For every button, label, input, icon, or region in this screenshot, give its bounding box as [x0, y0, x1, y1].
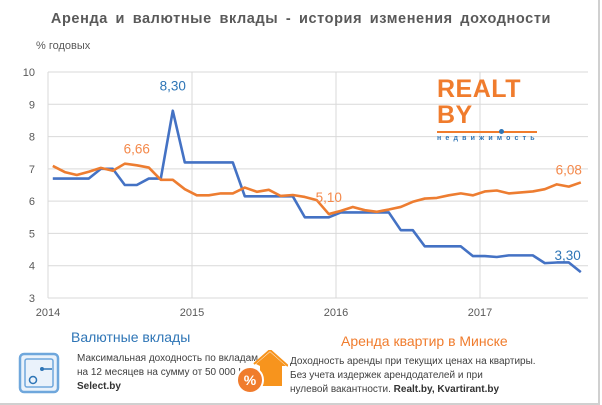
- y-tick-label: 3: [29, 293, 35, 305]
- logo-text: REALT BY: [437, 75, 521, 129]
- data-label: 6,66: [124, 141, 150, 156]
- house-percent-icon: %: [236, 350, 288, 394]
- y-tick-label: 5: [29, 228, 35, 240]
- data-label: 8,30: [160, 79, 186, 94]
- x-tick-label: 2017: [468, 307, 492, 319]
- x-tick-label: 2014: [36, 307, 60, 319]
- data-label: 3,30: [555, 248, 581, 263]
- y-tick-label: 9: [29, 99, 35, 111]
- logo-subtext: недвижимость: [437, 135, 539, 142]
- legend-text-deposits: Максимальная доходность по вкладам на 12…: [77, 353, 263, 392]
- y-tick-label: 10: [23, 67, 35, 79]
- safe-icon: [18, 352, 60, 394]
- y-tick-label: 8: [29, 132, 35, 144]
- y-axis-label: % годовых: [36, 40, 91, 52]
- chart-title: Аренда и валютные вклады - история измен…: [50, 11, 552, 27]
- legend-title-rent: Аренда квартир в Минске: [341, 333, 508, 349]
- source-realt-kvartirant: Realt.by, Kvartirant.by: [393, 384, 500, 395]
- legend-text-rent: Доходность аренды при текущих ценах на к…: [290, 356, 536, 395]
- realt-logo: REALT BY недвижимость: [437, 76, 537, 142]
- series-line-rent: [52, 162, 582, 216]
- y-tick-label: 7: [29, 164, 35, 176]
- y-tick-label: 4: [29, 261, 35, 273]
- plot-area: 3 4 5 6 7 8 9 10 2014 2015 2016 2017 8,30 6,66 5,10 6,0…: [23, 67, 588, 319]
- source-select-by: Select.by: [77, 381, 121, 392]
- logo-bar: [437, 129, 537, 134]
- svg-text:%: %: [244, 372, 257, 388]
- data-label: 5,10: [316, 190, 342, 205]
- legend-title-deposits: Валютные вклады: [71, 329, 191, 345]
- data-label: 6,08: [556, 163, 582, 178]
- x-tick-label: 2015: [180, 307, 204, 319]
- x-tick-label: 2016: [324, 307, 348, 319]
- y-tick-label: 6: [29, 196, 35, 208]
